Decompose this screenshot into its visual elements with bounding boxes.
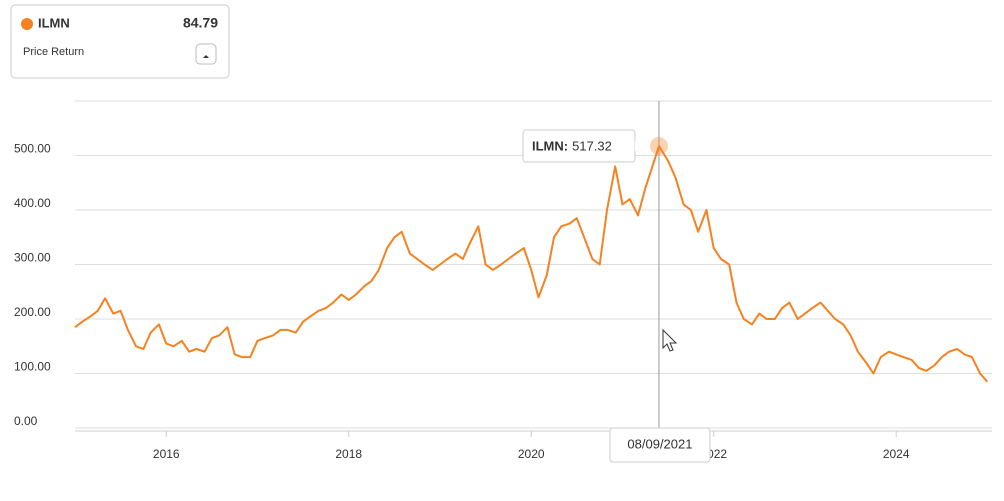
date-box [609, 427, 711, 463]
y-tick-label: 400.00 [14, 196, 51, 210]
legend-value: 84.79 [183, 15, 218, 31]
collapse-button[interactable] [195, 43, 217, 65]
x-tick-label: 2016 [153, 447, 180, 461]
legend-swatch [21, 18, 33, 30]
cursor [662, 328, 678, 352]
x-tick-label: 2024 [883, 447, 910, 461]
tooltip-pointer [634, 141, 642, 152]
date-label: 08/09/2021 [627, 436, 692, 451]
y-tick-label: 300.00 [14, 251, 51, 265]
tooltip-value: 517.32 [572, 138, 612, 153]
y-tick-label: 500.00 [14, 142, 51, 156]
y-tick-label: 200.00 [14, 305, 51, 319]
x-tick-label: 2018 [335, 447, 362, 461]
legend-box [10, 4, 230, 79]
button-icon [203, 55, 209, 58]
x-tick-label: 2020 [518, 447, 545, 461]
hover-marker [649, 137, 668, 156]
legend-name: ILMN [38, 15, 70, 30]
price-line [74, 145, 989, 383]
y-tick-label: 0.00 [14, 414, 38, 428]
legend-subtitle: Price Return [23, 46, 84, 58]
tooltip-label: ILMN: [532, 138, 568, 153]
y-tick-label: 100.00 [14, 360, 51, 374]
